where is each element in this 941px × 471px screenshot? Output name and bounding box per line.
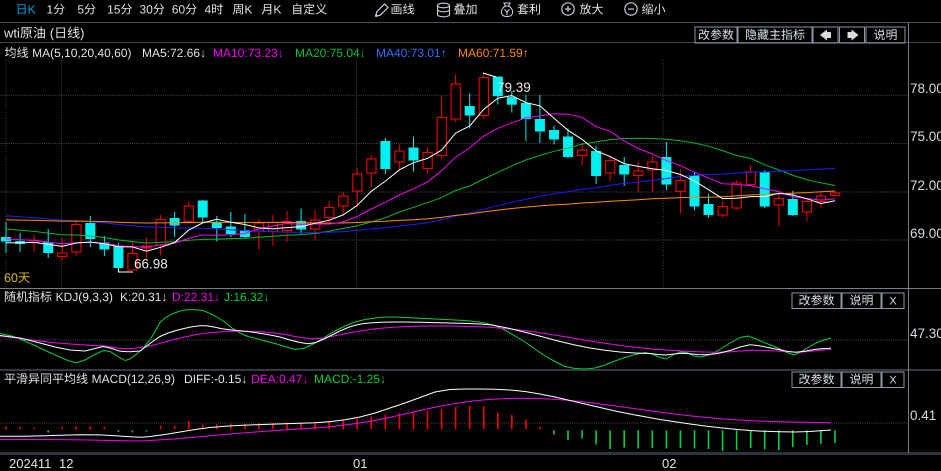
- svg-text:02: 02: [662, 456, 676, 471]
- svg-text:66.98: 66.98: [134, 257, 168, 272]
- svg-text:0.41: 0.41: [910, 408, 936, 423]
- svg-text:75.00: 75.00: [910, 129, 941, 144]
- svg-text:202411: 202411: [9, 456, 51, 471]
- svg-text:72.00: 72.00: [910, 178, 941, 193]
- svg-text:01: 01: [353, 456, 367, 471]
- svg-text:47.30: 47.30: [910, 326, 941, 341]
- svg-text:79.39: 79.39: [497, 80, 531, 95]
- svg-text:78.00: 78.00: [910, 81, 941, 96]
- svg-text:12: 12: [59, 456, 73, 471]
- svg-text:69.00: 69.00: [910, 226, 941, 241]
